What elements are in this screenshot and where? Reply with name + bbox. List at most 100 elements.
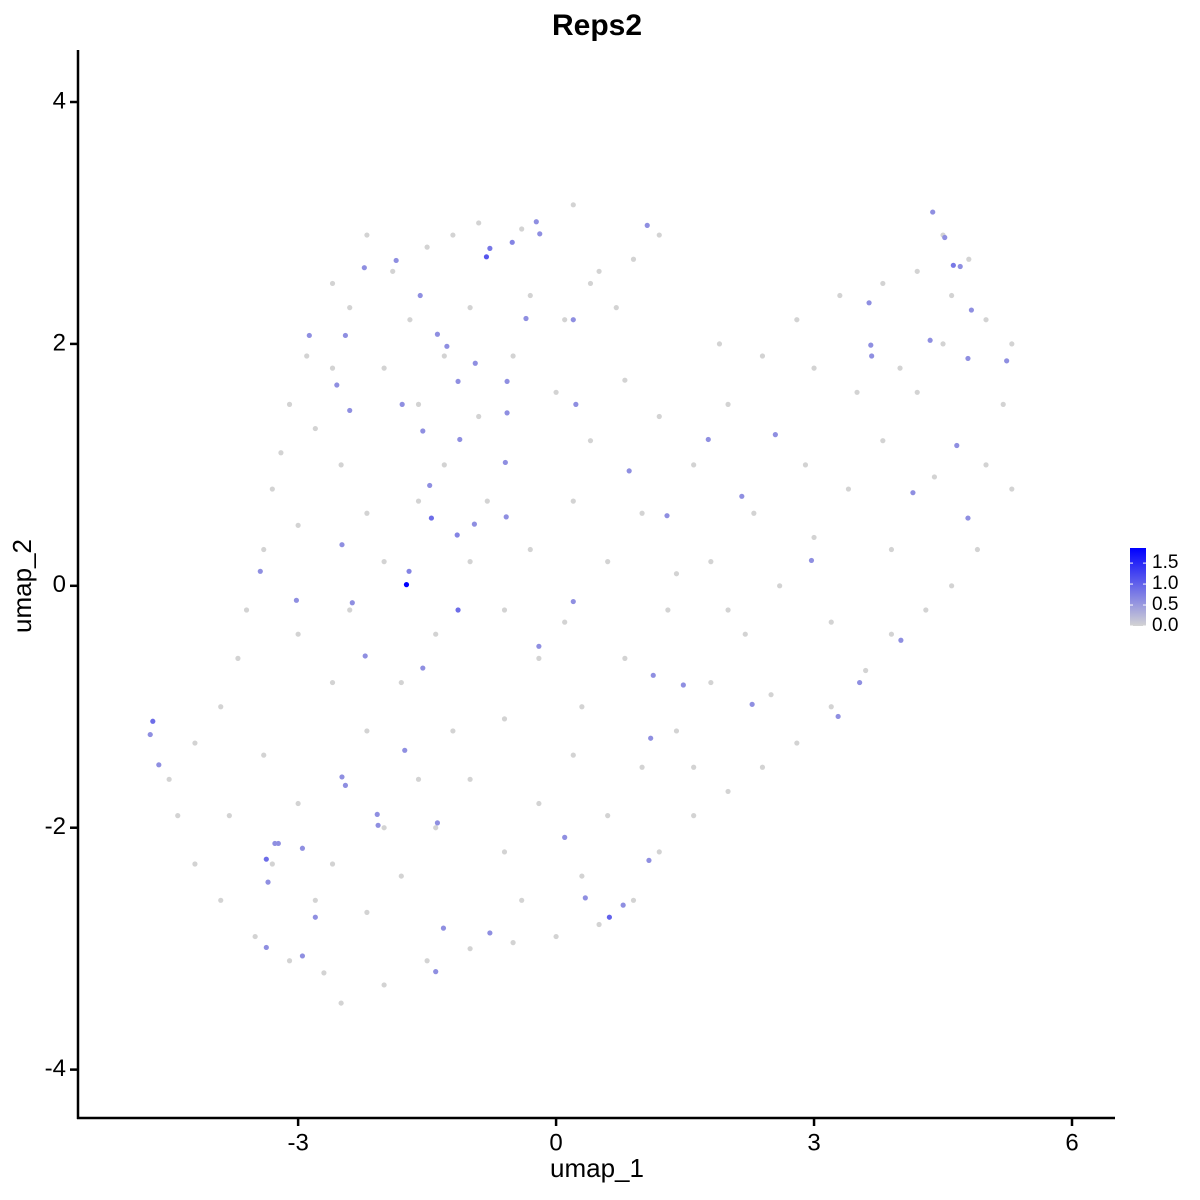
point bbox=[570, 598, 576, 605]
point bbox=[299, 953, 306, 959]
point bbox=[639, 510, 645, 516]
point bbox=[794, 740, 800, 746]
point bbox=[329, 861, 336, 867]
point bbox=[751, 510, 757, 516]
point bbox=[483, 254, 490, 260]
point bbox=[509, 239, 515, 245]
point bbox=[393, 257, 399, 264]
point bbox=[510, 353, 516, 359]
point bbox=[398, 873, 404, 879]
point bbox=[406, 568, 412, 574]
point bbox=[716, 341, 723, 347]
point bbox=[192, 740, 198, 746]
point bbox=[441, 353, 447, 359]
point bbox=[407, 317, 413, 323]
point bbox=[691, 462, 697, 468]
point bbox=[942, 234, 948, 241]
point bbox=[502, 459, 508, 466]
colorbar bbox=[1130, 548, 1146, 626]
point bbox=[914, 389, 920, 395]
point bbox=[381, 825, 387, 831]
point bbox=[441, 462, 447, 468]
point bbox=[269, 861, 275, 867]
point bbox=[562, 834, 568, 840]
point bbox=[596, 921, 602, 928]
point bbox=[293, 597, 300, 603]
colorbar-label: 0.5 bbox=[1152, 594, 1178, 615]
chart-title: Reps2 bbox=[552, 9, 642, 42]
point bbox=[504, 378, 510, 385]
point bbox=[403, 582, 410, 588]
point bbox=[312, 914, 318, 920]
point bbox=[467, 946, 473, 952]
point bbox=[455, 378, 461, 385]
point bbox=[428, 515, 435, 521]
y-tick-label: 4 bbox=[53, 87, 66, 114]
point bbox=[503, 514, 509, 520]
point bbox=[218, 704, 224, 710]
point bbox=[375, 822, 381, 828]
point bbox=[295, 631, 301, 637]
point bbox=[626, 468, 632, 474]
point bbox=[983, 317, 989, 323]
x-tick-label: 0 bbox=[549, 1129, 562, 1156]
point bbox=[329, 679, 336, 686]
point bbox=[536, 655, 542, 661]
point bbox=[329, 280, 336, 287]
point bbox=[845, 486, 852, 492]
point bbox=[837, 292, 843, 299]
point bbox=[487, 245, 493, 251]
point bbox=[570, 317, 576, 323]
point bbox=[415, 401, 422, 407]
point bbox=[630, 256, 637, 262]
point bbox=[648, 735, 654, 741]
point bbox=[415, 498, 422, 504]
point bbox=[175, 813, 181, 819]
point bbox=[553, 389, 559, 395]
point bbox=[968, 307, 975, 313]
point bbox=[570, 498, 576, 504]
point bbox=[794, 317, 800, 323]
point bbox=[364, 510, 370, 516]
point bbox=[1000, 401, 1006, 407]
point bbox=[759, 353, 766, 359]
point bbox=[739, 493, 745, 499]
point bbox=[454, 532, 460, 538]
point bbox=[272, 840, 278, 847]
y-tick-label: -2 bbox=[45, 813, 66, 840]
point bbox=[828, 704, 834, 710]
point bbox=[646, 857, 652, 863]
point bbox=[966, 256, 972, 262]
point bbox=[949, 583, 955, 589]
point bbox=[501, 849, 508, 855]
point bbox=[533, 219, 539, 225]
point bbox=[923, 607, 929, 613]
point bbox=[269, 486, 275, 492]
point bbox=[286, 401, 293, 407]
point bbox=[433, 825, 439, 831]
point bbox=[888, 546, 895, 553]
point bbox=[866, 300, 872, 306]
point bbox=[1004, 358, 1010, 364]
point bbox=[536, 800, 542, 807]
point bbox=[304, 353, 310, 359]
point bbox=[457, 436, 463, 443]
point bbox=[949, 292, 955, 299]
point bbox=[374, 811, 380, 818]
point bbox=[965, 355, 971, 362]
point bbox=[329, 365, 336, 371]
point bbox=[252, 933, 258, 940]
point bbox=[312, 897, 318, 903]
colorbar-label: 0.0 bbox=[1152, 615, 1178, 636]
point bbox=[471, 521, 477, 527]
point bbox=[573, 401, 579, 407]
point bbox=[338, 1000, 344, 1006]
point bbox=[338, 462, 344, 468]
point bbox=[868, 342, 874, 348]
point bbox=[299, 845, 306, 851]
point bbox=[974, 546, 981, 553]
point bbox=[650, 672, 656, 678]
point bbox=[898, 637, 904, 643]
point bbox=[440, 925, 447, 931]
point bbox=[950, 262, 956, 268]
